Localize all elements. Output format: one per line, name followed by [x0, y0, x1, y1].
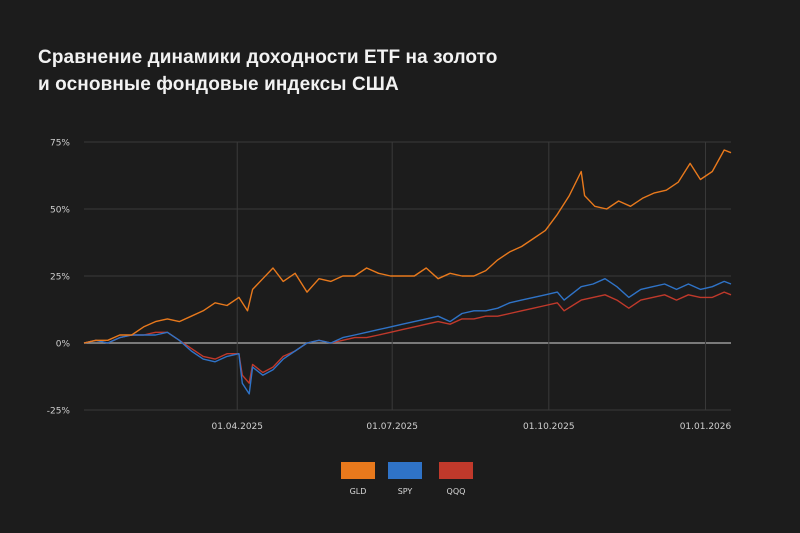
- x-tick-label: 01.04.2025: [211, 422, 263, 432]
- series-line-spy: [83, 278, 732, 395]
- y-axis-ticks: 75% 50% 25% 0% -25%: [47, 139, 71, 417]
- series-lines: [83, 149, 732, 395]
- legend-label: GLD: [349, 487, 367, 496]
- legend-label: SPY: [397, 487, 413, 496]
- legend-label: QQQ: [446, 487, 466, 496]
- legend-swatch: [341, 462, 375, 479]
- y-tick-label: 50%: [50, 206, 70, 216]
- legend-item-gld: GLD: [341, 462, 375, 496]
- y-tick-label: 25%: [50, 273, 70, 283]
- legend-swatch: [388, 462, 422, 479]
- legend-item-spy: SPY: [388, 462, 422, 496]
- legend-swatch: [439, 462, 473, 479]
- chart-title: Сравнение динамики доходности ETF на зол…: [38, 44, 497, 98]
- x-tick-label: 01.01.2026: [680, 422, 732, 432]
- chart-title-line-2: и основные фондовые индексы США: [38, 74, 399, 95]
- x-tick-label: 01.07.2025: [366, 422, 418, 432]
- x-axis-ticks: 01.04.2025 01.07.2025 01.10.2025 01.01.2026: [211, 422, 731, 432]
- legend-item-qqq: QQQ: [439, 462, 473, 496]
- legend: GLD SPY QQQ: [0, 462, 800, 502]
- x-tick-label: 01.10.2025: [523, 422, 575, 432]
- chart-title-line-1: Сравнение динамики доходности ETF на зол…: [38, 47, 498, 68]
- series-line-gld: [83, 149, 732, 344]
- y-tick-label: -25%: [47, 407, 71, 417]
- y-tick-label: 75%: [50, 139, 70, 149]
- y-tick-label: 0%: [56, 340, 71, 350]
- series-line-qqq: [83, 291, 732, 384]
